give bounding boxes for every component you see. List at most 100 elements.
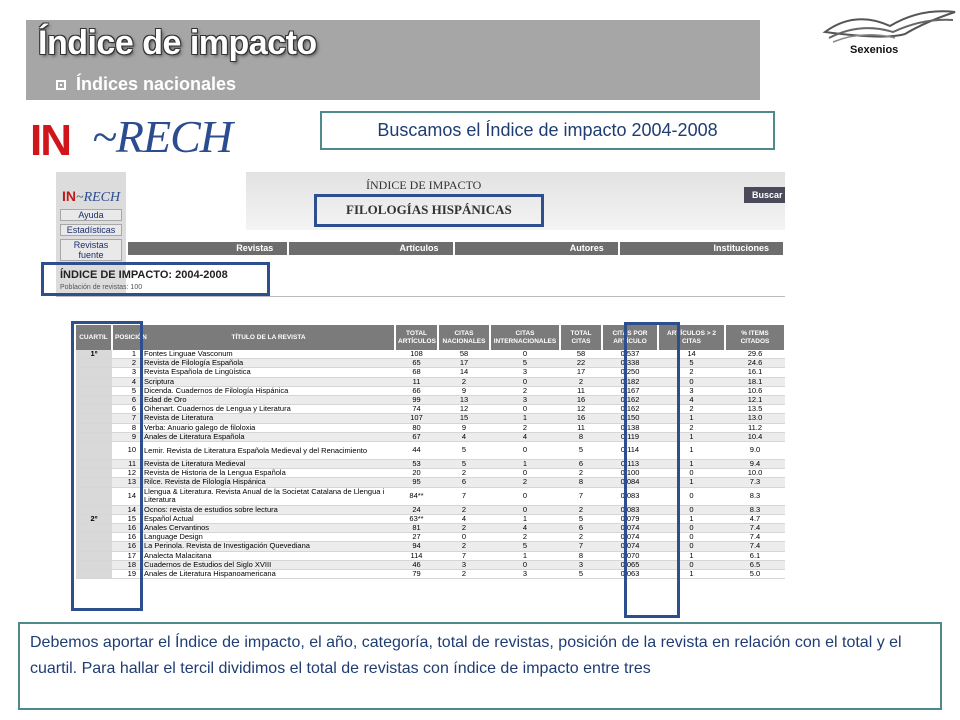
position-cell: 18 (112, 560, 142, 571)
cuartil-cell (76, 569, 112, 580)
cuartil-cell (76, 377, 112, 387)
highlight-period-box (41, 262, 270, 296)
pct-cited-cell: 7.4 (725, 541, 785, 552)
cuartil-cell (76, 551, 112, 561)
callout-search-index: Buscamos el Índice de impacto 2004-2008 (320, 111, 775, 150)
total-articles-cell: 67 (395, 432, 438, 443)
international-cites-cell: 0 (490, 441, 560, 461)
cites-per-article-cell: 0.250 (602, 367, 658, 378)
table-row: 2 Revista de Filología Española 65 17 5 22 0.3… (76, 358, 785, 369)
sidebar-item-estadisticas[interactable]: Estadísticas (60, 224, 122, 236)
international-cites-cell: 3 (490, 395, 560, 406)
pct-cited-cell: 6.1 (725, 551, 785, 561)
sidebar-item-revistas-fuente[interactable]: Revistas fuente (60, 239, 122, 261)
articles-over-2-cites-cell: 0 (658, 487, 725, 506)
menu-item-revistas[interactable]: Revistas (128, 242, 290, 255)
total-articles-cell: 108 (395, 350, 438, 360)
cites-per-article-cell: 0.138 (602, 423, 658, 433)
total-cites-cell: 12 (560, 404, 602, 415)
national-cites-cell: 6 (438, 477, 490, 488)
menu-item-articulos[interactable]: Artículos (293, 242, 455, 255)
table-row: 7 Revista de Literatura 107 15 1 16 0.150 1 13.0 (76, 413, 785, 424)
journal-title-cell: Revista de Filología Española (142, 358, 395, 369)
position-cell: 13 (112, 477, 142, 488)
total-articles-cell: 63** (395, 514, 438, 525)
cuartil-cell (76, 367, 112, 378)
total-articles-cell: 24 (395, 505, 438, 515)
articles-over-2-cites-cell: 1 (658, 477, 725, 488)
cites-per-article-cell: 0.074 (602, 523, 658, 534)
total-articles-cell: 80 (395, 423, 438, 433)
header-banner: Índice de impacto Índices nacionales (26, 20, 760, 100)
pct-cited-cell: 7.3 (725, 477, 785, 488)
pct-cited-cell: 10.6 (725, 386, 785, 397)
site-top-band (246, 172, 785, 230)
table-row: 1º 1 Fontes Linguae Vasconum 108 58 0 58 0.537 1… (76, 350, 785, 360)
table-row: 9 Anales de Literatura Española 67 4 4 8 0.119… (76, 432, 785, 443)
cites-per-article-cell: 0.114 (602, 441, 658, 461)
total-cites-cell: 2 (560, 532, 602, 543)
site-search-button[interactable]: Buscar (744, 187, 785, 203)
total-cites-cell: 5 (560, 569, 602, 580)
national-cites-cell: 2 (438, 505, 490, 515)
cuartil-cell (76, 404, 112, 415)
articles-over-2-cites-cell: 0 (658, 523, 725, 534)
pct-cited-cell: 10.0 (725, 468, 785, 479)
menu-item-autores[interactable]: Autores (459, 242, 620, 255)
articles-over-2-cites-cell: 1 (658, 413, 725, 424)
table-row: 17 Analecta Malacitana 114 7 1 8 0.070 1 6.1 (76, 551, 785, 561)
international-cites-cell: 5 (490, 541, 560, 552)
site-sidebar: IN~RECH Ayuda Estadísticas Revistas fuen… (56, 172, 126, 297)
journal-title-cell: Analecta Malacitana (142, 551, 395, 561)
total-articles-cell: 94 (395, 541, 438, 552)
pct-cited-cell: 16.1 (725, 367, 785, 378)
site-page-heading: ÍNDICE DE IMPACTO (366, 178, 482, 192)
national-cites-cell: 58 (438, 350, 490, 360)
logo-rech-text: ~RECH (92, 111, 233, 162)
total-articles-cell: 66 (395, 386, 438, 397)
pct-cited-cell: 11.2 (725, 423, 785, 433)
cuartil-cell (76, 413, 112, 424)
cuartil-cell (76, 560, 112, 571)
national-cites-cell: 14 (438, 367, 490, 378)
cuartil-cell (76, 468, 112, 479)
pct-cited-cell: 18.1 (725, 377, 785, 387)
col-header-citas-internacionales: Citas Internacionales (490, 325, 561, 350)
journal-title-cell: Revista de Historia de la Lengua Español… (142, 468, 395, 479)
total-articles-cell: 99 (395, 395, 438, 406)
total-cites-cell: 2 (560, 505, 602, 515)
journal-title-cell: Español Actual (142, 514, 395, 525)
national-cites-cell: 5 (438, 459, 490, 470)
journal-title-cell: Rilce. Revista de Filología Hispánica (142, 477, 395, 488)
position-cell: 14 (112, 505, 142, 515)
journal-title-cell: Dicenda. Cuadernos de Filología Hispánic… (142, 386, 395, 397)
table-row: 13 Rilce. Revista de Filología Hispánica 9… (76, 477, 785, 488)
total-articles-cell: 44 (395, 441, 438, 461)
international-cites-cell: 4 (490, 523, 560, 534)
sidebar-item-ayuda[interactable]: Ayuda (60, 209, 122, 221)
journal-title-cell: Edad de Oro (142, 395, 395, 406)
table-row: 4 Scriptura 11 2 0 2 0.182 0 18.1 (76, 377, 785, 387)
pct-cited-cell: 8.3 (725, 505, 785, 515)
pct-cited-cell: 9.4 (725, 459, 785, 470)
sexenios-label: Sexenios (850, 44, 899, 56)
international-cites-cell: 0 (490, 377, 560, 387)
cites-per-article-cell: 0.084 (602, 477, 658, 488)
cites-per-article-cell: 0.070 (602, 551, 658, 561)
cites-per-article-cell: 0.100 (602, 468, 658, 479)
cuartil-cell (76, 459, 112, 470)
cuartil-cell (76, 523, 112, 534)
table-row: 11 Revista de Literatura Medieval 53 5 1 6 0.1… (76, 459, 785, 470)
pct-cited-cell: 10.4 (725, 432, 785, 443)
articles-over-2-cites-cell: 1 (658, 514, 725, 525)
cites-per-article-cell: 0.162 (602, 395, 658, 406)
site-menu-bar: Revistas Artículos Autores Instituciones (128, 242, 785, 255)
total-cites-cell: 7 (560, 487, 602, 506)
site-category-heading: FILOLOGÍAS HISPÁNICAS (346, 202, 512, 217)
col-header-citas-por-articulo: Citas por Artículo (602, 325, 659, 350)
menu-item-instituciones[interactable]: Instituciones (624, 242, 785, 255)
pct-cited-cell: 29.6 (725, 350, 785, 360)
table-row: 6 Oihenart. Cuadernos de Lengua y Literat… (76, 404, 785, 415)
mini-logo-in: IN (62, 188, 76, 204)
position-cell: 3 (112, 367, 142, 378)
